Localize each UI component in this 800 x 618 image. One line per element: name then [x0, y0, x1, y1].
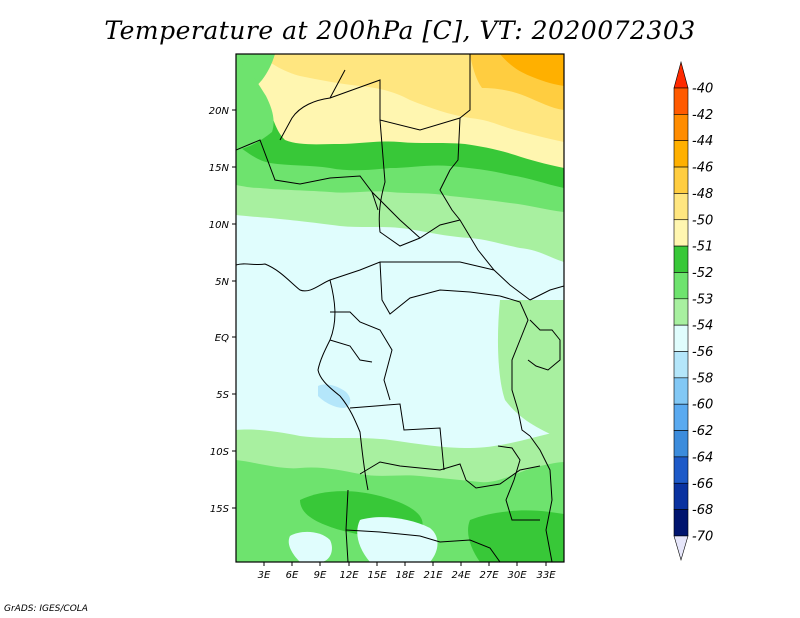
- lat-label: 15S: [210, 504, 230, 515]
- lon-label: 6E: [286, 570, 299, 581]
- colorbar-swatch: [673, 193, 689, 221]
- lon-label: 15E: [367, 570, 387, 581]
- colorbar-end-triangle: [673, 535, 689, 562]
- colorbar-label: -62: [692, 424, 713, 439]
- colorbar-swatch: [673, 456, 689, 484]
- lat-label: 5S: [216, 390, 229, 401]
- country-borders: [236, 54, 564, 562]
- colorbar-label: -58: [692, 371, 713, 386]
- lon-label: 24E: [451, 570, 471, 581]
- colorbar-label: -42: [692, 108, 713, 123]
- colorbar-swatches: [673, 60, 689, 562]
- colorbar-swatch: [673, 324, 689, 352]
- colorbar-label: -60: [692, 398, 713, 413]
- lon-label: 33E: [536, 570, 556, 581]
- colorbar-swatch: [673, 219, 689, 247]
- colorbar-swatch: [673, 403, 689, 431]
- colorbar-swatch: [673, 272, 689, 300]
- colorbar-labels: -40 -42 -44 -46 -48 -50 -51 -52 -53 -54 -56 -58 -60 -…: [692, 82, 713, 545]
- colorbar-label: -51: [692, 240, 713, 255]
- colorbar: -40 -42 -44 -46 -48 -50 -51 -52 -53 -54 -56 -58 -60 -…: [673, 60, 713, 562]
- colorbar-label: -46: [692, 161, 713, 176]
- lat-label: 10S: [210, 447, 230, 458]
- lon-label: 12E: [339, 570, 359, 581]
- colorbar-label: -66: [692, 477, 713, 492]
- colorbar-swatch: [673, 140, 689, 168]
- colorbar-swatch: [673, 298, 689, 326]
- colorbar-label: -48: [692, 187, 713, 202]
- temperature-field: [236, 54, 564, 562]
- colorbar-swatch: [673, 245, 689, 273]
- lon-axis: 3E 6E 9E 12E 15E 18E 21E 24E 27E 30E 33E: [258, 562, 556, 581]
- colorbar-label: -68: [692, 503, 713, 518]
- colorbar-label: -44: [692, 134, 713, 149]
- colorbar-swatch: [673, 87, 689, 115]
- chart-title: Temperature at 200hPa [C], VT: 202007230…: [104, 16, 696, 45]
- lat-label: 20N: [209, 106, 230, 117]
- colorbar-label: -70: [692, 529, 713, 544]
- colorbar-swatch: [673, 430, 689, 458]
- lat-label: 10N: [209, 220, 230, 231]
- colorbar-label: -53: [692, 292, 713, 307]
- lon-label: 18E: [395, 570, 415, 581]
- colorbar-label: -50: [692, 213, 713, 228]
- colorbar-swatch: [673, 60, 689, 89]
- lon-label: 30E: [507, 570, 527, 581]
- colorbar-label: -56: [692, 345, 713, 360]
- colorbar-swatch: [673, 482, 689, 510]
- lon-label: 27E: [479, 570, 499, 581]
- colorbar-swatch: [673, 166, 689, 194]
- map-frame: [235, 53, 565, 563]
- colorbar-label: -40: [692, 82, 713, 97]
- lat-axis: 20N 15N 10N 5N EQ 5S 10S 15S: [209, 106, 236, 515]
- colorbar-label: -52: [692, 266, 713, 281]
- lon-label: 21E: [423, 570, 443, 581]
- colorbar-label: -64: [692, 450, 713, 465]
- lat-label: 5N: [215, 277, 229, 288]
- lon-label: 9E: [314, 570, 327, 581]
- lat-label: EQ: [215, 333, 229, 344]
- colorbar-swatch: [673, 114, 689, 141]
- lat-label: 15N: [209, 163, 230, 174]
- colorbar-swatch: [673, 509, 689, 537]
- footer-credit: GrADS: IGES/COLA: [4, 604, 88, 614]
- colorbar-swatch: [673, 377, 689, 405]
- lon-label: 3E: [258, 570, 271, 581]
- colorbar-swatch: [673, 351, 689, 379]
- colorbar-label: -54: [692, 319, 713, 334]
